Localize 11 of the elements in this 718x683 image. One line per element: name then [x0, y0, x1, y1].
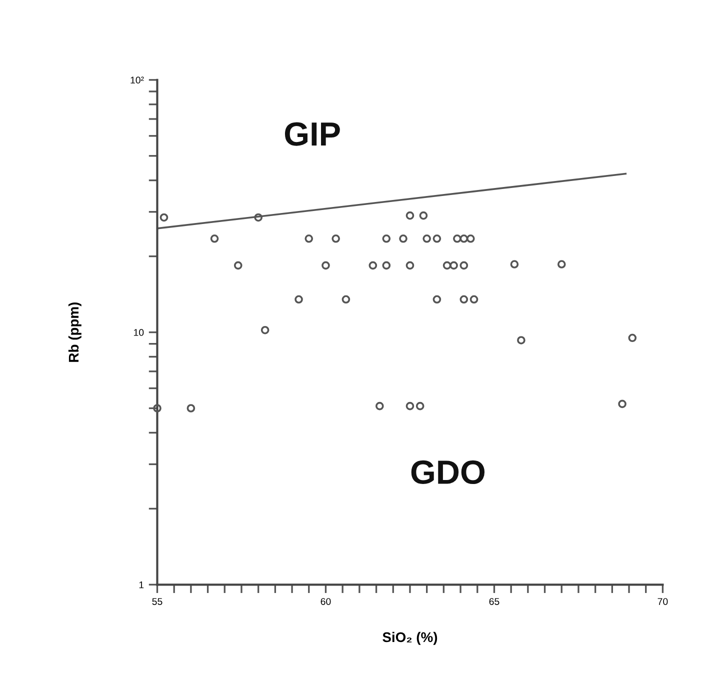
- annotation: GIP: [284, 122, 340, 146]
- y-tick-label: 10²: [130, 76, 144, 84]
- x-tick-label: 70: [658, 598, 668, 605]
- x-tick-label: 60: [320, 598, 331, 605]
- y-axis-title: Rb (ppm): [68, 302, 82, 362]
- x-tick-label: 55: [152, 598, 162, 605]
- x-tick-label: 65: [489, 598, 500, 605]
- y-tick-label: 10: [134, 329, 144, 336]
- x-axis-title: SiO₂ (%): [382, 632, 438, 645]
- annotation: GDO: [411, 460, 485, 484]
- y-tick-label: 1: [139, 581, 144, 588]
